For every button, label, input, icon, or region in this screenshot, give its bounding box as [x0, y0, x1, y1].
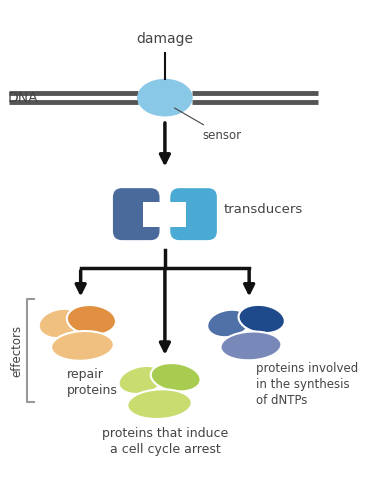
FancyBboxPatch shape [170, 188, 217, 240]
Ellipse shape [51, 331, 114, 361]
Text: proteins involved
in the synthesis
of dNTPs: proteins involved in the synthesis of dN… [256, 362, 358, 407]
Text: transducers: transducers [223, 203, 302, 216]
Text: damage: damage [137, 32, 194, 46]
Ellipse shape [220, 332, 282, 360]
Text: repair
proteins: repair proteins [67, 368, 118, 398]
Bar [158, 202, 187, 226]
FancyBboxPatch shape [113, 188, 159, 240]
Ellipse shape [137, 79, 193, 116]
Ellipse shape [39, 309, 83, 338]
Ellipse shape [238, 305, 285, 333]
Ellipse shape [207, 310, 250, 337]
Text: effectors: effectors [10, 325, 23, 377]
Ellipse shape [127, 390, 192, 419]
Ellipse shape [118, 366, 164, 394]
Text: DNA: DNA [7, 90, 38, 104]
Text: sensor: sensor [174, 108, 242, 142]
Ellipse shape [67, 305, 116, 335]
Ellipse shape [151, 363, 201, 392]
Bar [144, 202, 172, 226]
Text: proteins that induce
a cell cycle arrest: proteins that induce a cell cycle arrest [102, 428, 228, 456]
